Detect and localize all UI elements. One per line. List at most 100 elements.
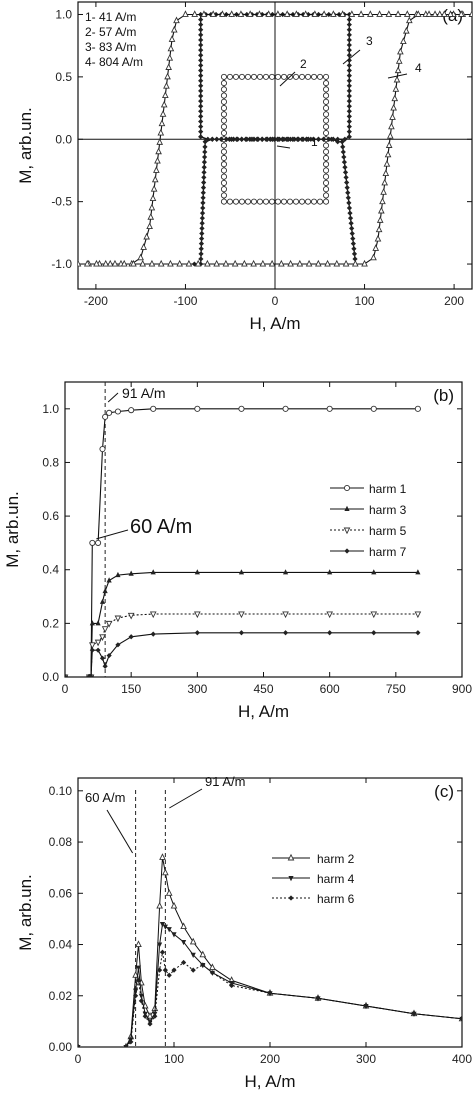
data-point — [287, 259, 294, 267]
y-axis-label: M, arb.un. — [3, 491, 22, 568]
legend-entry: 1- 41 A/m — [85, 10, 136, 24]
data-point — [83, 259, 91, 267]
data-point — [346, 200, 352, 206]
y-tick-label: 0.0 — [42, 670, 59, 684]
y-axis-label: M, arb.un. — [16, 874, 35, 951]
data-point — [229, 982, 235, 989]
x-tick-label: 150 — [121, 682, 141, 696]
data-point — [304, 73, 312, 80]
data-point — [392, 85, 400, 92]
data-point — [431, 10, 439, 17]
data-point — [220, 98, 228, 105]
data-point — [198, 108, 204, 114]
data-point — [370, 405, 377, 412]
data-point — [167, 44, 175, 52]
data-point — [274, 10, 282, 17]
data-point — [296, 259, 304, 267]
data-point — [274, 73, 282, 80]
data-point — [348, 10, 356, 17]
data-point — [220, 73, 228, 80]
data-point — [93, 259, 100, 267]
data-point — [156, 901, 163, 909]
data-point — [350, 235, 356, 242]
annotation-arrow — [107, 392, 119, 403]
x-tick-label: 100 — [355, 294, 375, 308]
data-point — [326, 136, 332, 142]
y-tick-label: 0.02 — [49, 989, 73, 1003]
data-point — [127, 612, 135, 620]
data-point — [322, 192, 330, 199]
data-point — [346, 103, 352, 109]
data-point — [341, 159, 347, 165]
data-point — [415, 630, 421, 636]
data-point — [310, 198, 318, 205]
y-tick-label: 1.0 — [42, 402, 59, 416]
data-point — [105, 620, 113, 628]
data-point — [201, 159, 208, 165]
x-tick-label: 0 — [62, 682, 69, 696]
data-point — [238, 405, 245, 412]
data-point — [371, 569, 377, 575]
data-point — [347, 215, 354, 221]
data-point — [302, 10, 309, 17]
series-line-harm-6 — [78, 952, 462, 1047]
x-axis-label: H, A/m — [244, 1072, 295, 1091]
series-annotation: 3 — [366, 34, 373, 48]
data-point — [327, 630, 333, 636]
data-point — [380, 188, 387, 195]
data-point — [411, 1011, 417, 1017]
data-point — [322, 117, 330, 124]
data-point — [151, 175, 159, 183]
y-tick-label: 0.06 — [49, 886, 73, 900]
data-point — [244, 198, 252, 205]
legend-entry: 4- 804 A/m — [85, 55, 143, 69]
data-point — [375, 225, 383, 233]
data-point — [182, 10, 189, 17]
data-point — [280, 136, 286, 142]
series-line-harm-1 — [65, 408, 418, 677]
data-point — [115, 571, 121, 578]
y-tick-label: -0.5 — [51, 195, 72, 209]
data-point — [191, 10, 199, 17]
data-point — [298, 198, 306, 205]
data-point — [259, 259, 267, 267]
data-point — [274, 198, 282, 205]
data-point — [198, 42, 204, 48]
data-point — [250, 198, 258, 205]
data-point — [189, 937, 197, 945]
data-point — [376, 10, 383, 17]
data-point — [315, 259, 322, 267]
data-point — [322, 98, 330, 105]
data-point — [425, 10, 433, 17]
data-point — [268, 198, 276, 205]
data-point — [280, 198, 288, 205]
data-point — [220, 148, 228, 155]
data-point — [198, 37, 204, 43]
data-point — [343, 174, 349, 181]
data-point — [220, 173, 228, 180]
data-point — [322, 92, 330, 99]
data-point — [220, 86, 228, 93]
data-point — [384, 150, 392, 158]
x-tick-label: 600 — [320, 682, 340, 696]
data-point — [231, 259, 239, 267]
data-point — [385, 141, 393, 148]
data-point — [346, 47, 352, 53]
data-point — [219, 10, 226, 17]
data-point — [128, 570, 134, 576]
data-point — [198, 67, 204, 74]
data-point — [234, 136, 240, 142]
data-point — [389, 113, 396, 120]
data-point — [310, 136, 316, 142]
data-point — [322, 105, 330, 112]
y-tick-label: 0.08 — [49, 835, 73, 849]
data-point — [374, 234, 382, 242]
data-point — [201, 174, 207, 181]
data-point — [194, 259, 202, 267]
data-point — [198, 256, 204, 262]
data-point — [383, 160, 391, 167]
annotation-arrow — [387, 73, 408, 79]
series-line-harm-3 — [65, 571, 418, 677]
data-point — [176, 259, 184, 267]
data-point — [180, 922, 187, 930]
